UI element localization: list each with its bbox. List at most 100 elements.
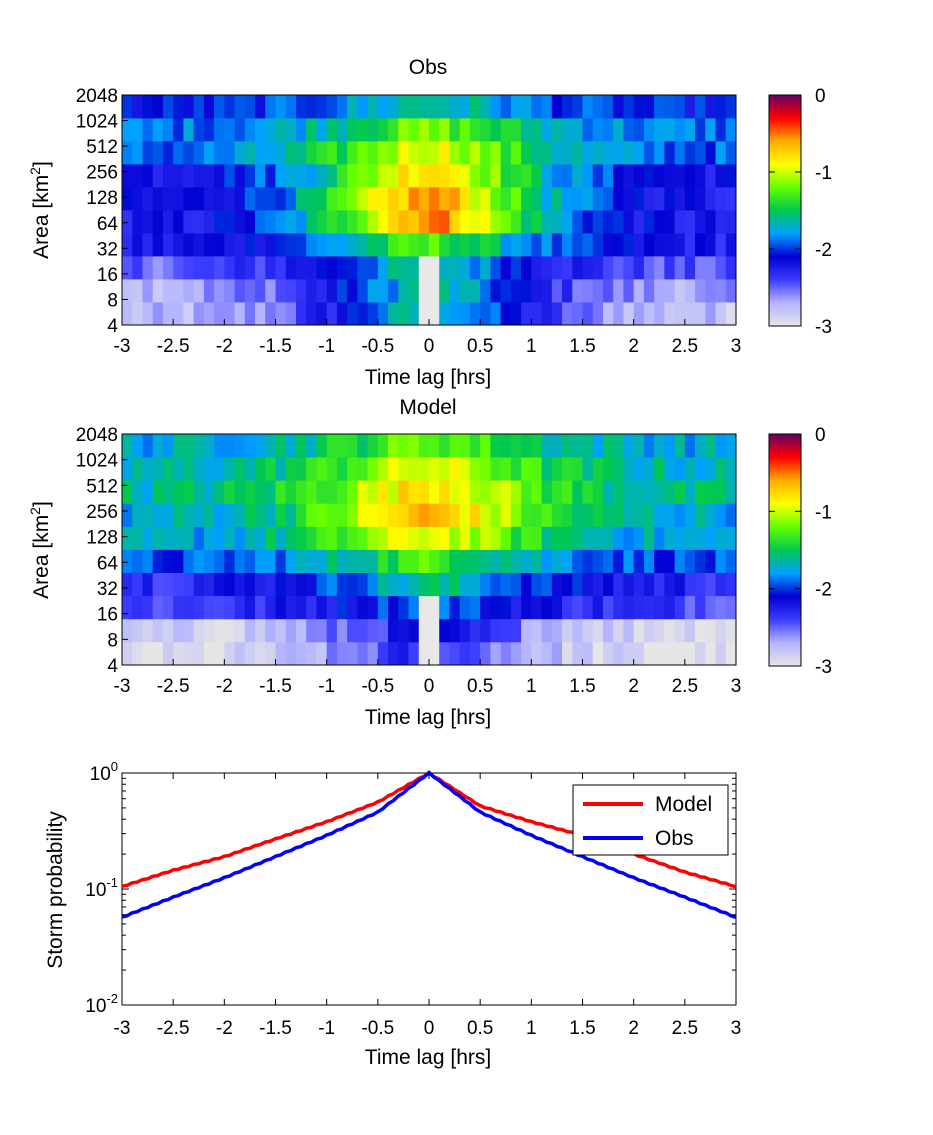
heatmap-cell-obs [551,233,563,257]
heatmap-cell-obs [705,95,716,119]
heatmap-cell-model [244,480,256,504]
heatmap-cell-obs [275,118,287,142]
heatmap-cell-model [715,526,727,550]
heatmap-cell-model [510,572,522,597]
heatmap-cell-obs [602,187,614,211]
heatmap-cell-model [203,457,215,481]
heatmap-cell-obs [265,95,276,119]
heatmap-cell-model [480,503,491,527]
heatmap-cell-obs [531,95,542,119]
heatmap-cell-obs [347,256,358,280]
heatmap-cell-model [602,480,614,504]
heatmap-cell-model [244,503,256,527]
heatmap-cell-obs [643,302,655,326]
heatmap-cell-model [357,618,368,643]
heatmap-cell-model [295,480,307,504]
heatmap-cell-model [449,595,461,620]
heatmap-cell-model [623,480,635,504]
heatmap-cell-obs [582,279,594,303]
heatmap-cell-obs [439,141,450,165]
heatmap-cell-obs [275,95,287,119]
heatmap-cell-obs [347,279,358,303]
heatmap-cell-obs [367,256,379,280]
heatmap-cell-model [388,480,399,504]
heatmap-cell-model [275,595,287,620]
heatmap-cell-obs [684,256,696,280]
heatmap-cell-model [326,480,338,504]
heatmap-cell-model [664,457,675,481]
heatmap-cell-model [265,480,276,504]
x-tick-label: -0.5 [361,336,394,357]
heatmap-cell-model [152,457,164,481]
heatmap-cell-obs [705,210,716,234]
heatmap-cell-obs [285,256,297,280]
heatmap-cell-model [244,549,256,573]
heatmap-cell-obs [408,256,420,280]
heatmap-cell-obs [377,141,389,165]
heatmap-cell-obs [725,210,737,234]
heatmap-cell-obs [429,302,440,326]
heatmap-cell-obs [316,118,328,142]
heatmap-cell-obs [265,279,276,303]
model-y-axis-ticks: 4 8 16 32 64 128 256 512 1024 2048 [76,425,128,677]
heatmap-cell-model [695,595,706,620]
heatmap-cell-obs [725,95,737,119]
heatmap-cell-obs [183,187,195,211]
heatmap-cell-obs [173,141,184,165]
heatmap-cell-model [142,526,154,550]
heatmap-cell-model [377,457,389,481]
heatmap-cell-obs [654,141,665,165]
heatmap-cell-obs [152,164,164,188]
heatmap-cell-obs [429,187,440,211]
heatmap-cell-model [715,457,727,481]
heatmap-cell-obs [214,302,225,326]
heatmap-cell-model [316,526,328,550]
heatmap-cell-model [572,618,583,643]
heatmap-cell-model [234,526,246,550]
heatmap-cell-model [521,595,532,620]
heatmap-cell-model [265,526,276,550]
heatmap-cell-model [469,434,481,458]
heatmap-cell-model [613,572,624,597]
heatmap-cell-model [234,641,246,666]
heatmap-cell-obs [388,118,399,142]
heatmap-cell-model [336,572,348,597]
heatmap-cell-obs [265,164,276,188]
heatmap-cell-model [429,457,440,481]
heatmap-cell-model [715,434,727,458]
heatmap-cell-obs [183,118,195,142]
heatmap-cell-model [367,434,379,458]
heatmap-cell-obs [162,118,174,142]
heatmap-cell-obs [500,256,512,280]
heatmap-cell-obs [326,233,338,257]
heatmap-cell-model [623,503,635,527]
heatmap-cell-model [408,549,420,573]
heatmap-cell-obs [244,118,256,142]
heatmap-cell-obs [214,164,225,188]
heatmap-cell-obs [664,187,675,211]
heatmap-cell-model [633,595,645,620]
heatmap-cell-model [531,480,542,504]
heatmap-cell-model [623,572,635,597]
heatmap-cell-obs [388,279,399,303]
heatmap-cell-model [715,503,727,527]
heatmap-cell-model [664,434,675,458]
heatmap-cell-model [275,503,287,527]
heatmap-cell-model [654,457,665,481]
y-tick-label: 16 [97,605,118,626]
heatmap-cell-obs [510,302,522,326]
heatmap-cell-obs [265,118,276,142]
heatmap-cell-obs [418,95,430,119]
heatmap-cell-obs [295,210,307,234]
heatmap-cell-obs [377,118,389,142]
heatmap-cell-obs [449,118,461,142]
heatmap-cell-obs [377,187,389,211]
heatmap-cell-obs [152,95,164,119]
heatmap-cell-obs [643,256,655,280]
heatmap-cell-model [173,480,184,504]
heatmap-cell-model [705,503,716,527]
heatmap-cell-obs [449,279,461,303]
heatmap-cell-model [132,457,143,481]
heatmap-cell-model [306,549,317,573]
heatmap-cell-obs [408,118,420,142]
